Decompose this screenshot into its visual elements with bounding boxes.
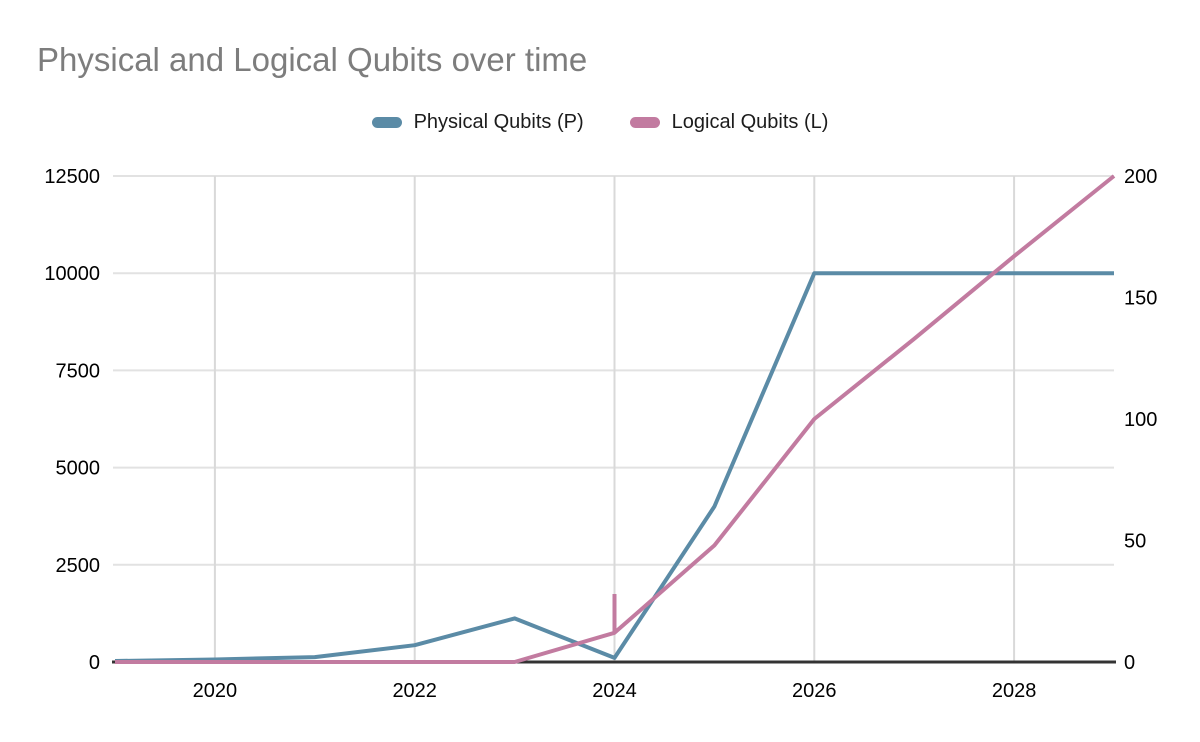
x-axis-tick-label: 2026	[792, 680, 837, 702]
physical-qubits-line	[114, 271, 1114, 663]
legend-label-logical-qubits: Logical Qubits (L)	[671, 111, 829, 133]
y-left-tick-label: 0	[89, 652, 100, 674]
x-axis-tick-label: 2020	[193, 680, 238, 702]
y-right-tick-label: 150	[1124, 288, 1157, 310]
legend-item-logical-qubits: Logical Qubits (L)	[629, 111, 829, 134]
y-left-tick-label: 12500	[44, 166, 100, 188]
x-axis-tick-label: 2022	[392, 680, 437, 702]
legend-swatch-physical-icon	[371, 117, 402, 128]
y-left-tick-label: 5000	[56, 458, 101, 480]
legend-label-physical-qubits: Physical Qubits (P)	[413, 111, 584, 133]
x-axis-tick-label: 2028	[992, 680, 1037, 702]
y-left-tick-label: 7500	[56, 360, 101, 382]
y-right-tick-label: 100	[1124, 409, 1157, 431]
legend-item-physical-qubits: Physical Qubits (P)	[371, 111, 584, 134]
x-axis-tick-label: 2024	[592, 680, 637, 702]
y-left-tick-label: 2500	[56, 555, 101, 577]
y-right-tick-label: 200	[1124, 166, 1157, 188]
legend-swatch-logical-icon	[629, 117, 660, 128]
y-left-tick-label: 10000	[44, 263, 100, 285]
y-right-tick-label: 0	[1124, 652, 1135, 674]
chart-legend: Physical Qubits (P) Logical Qubits (L)	[0, 111, 1200, 134]
y-right-tick-label: 50	[1124, 531, 1146, 553]
chart-title: Physical and Logical Qubits over time	[37, 41, 588, 78]
